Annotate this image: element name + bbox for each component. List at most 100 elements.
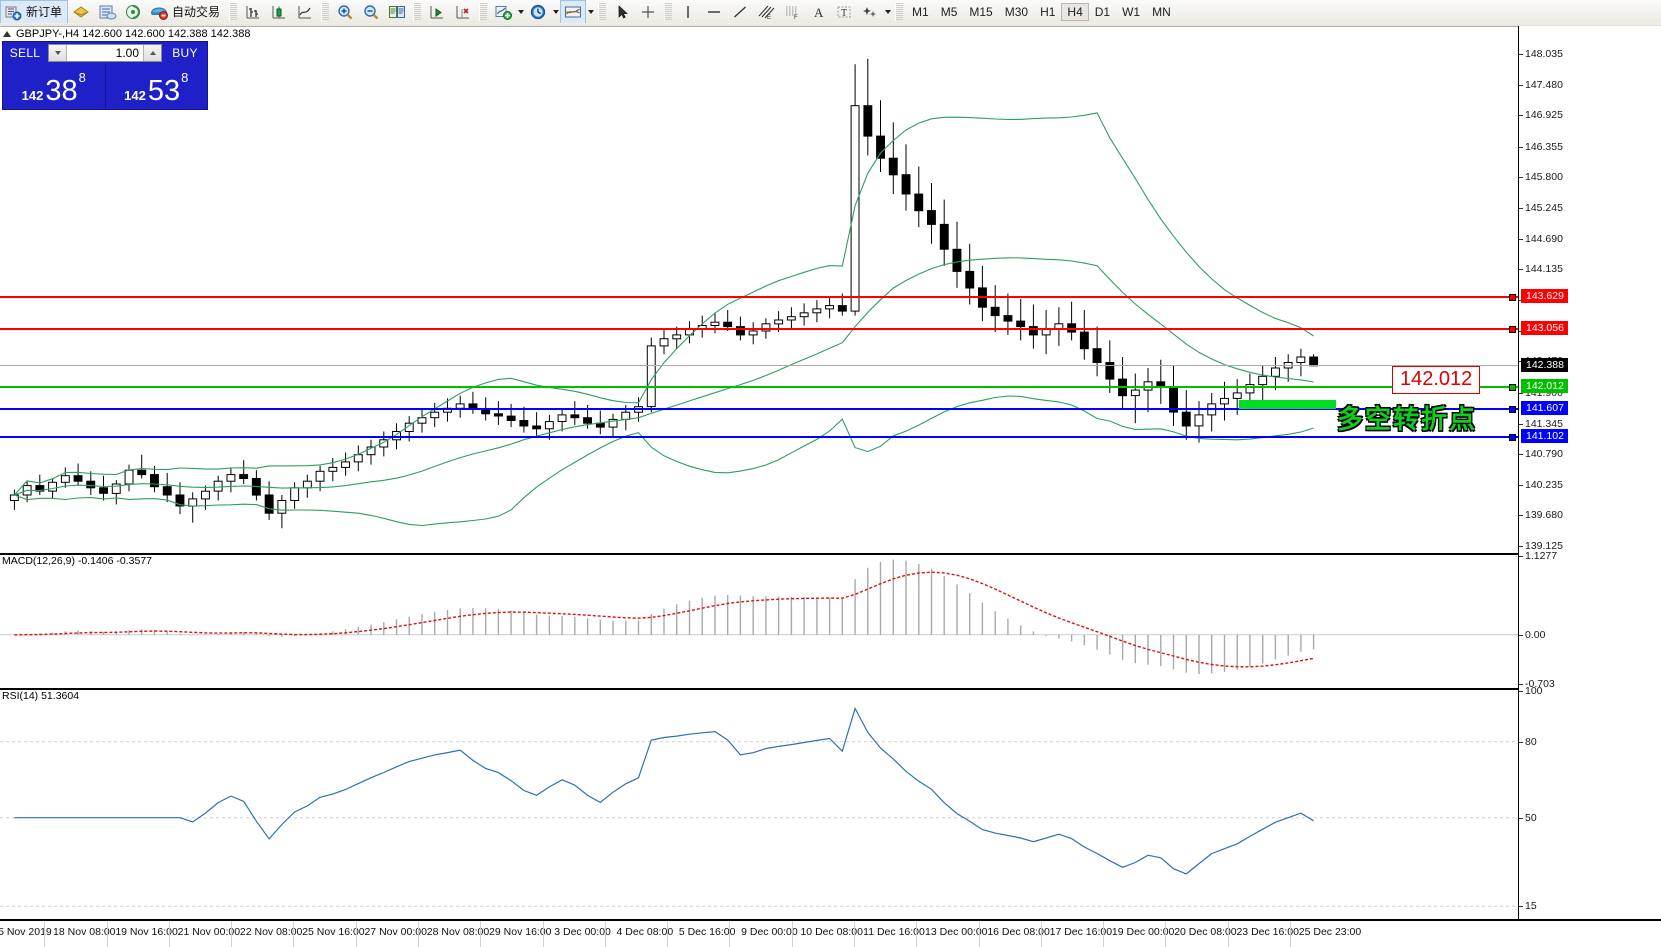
templates-dropdown-arrow[interactable]: [586, 4, 595, 20]
timeframe-m1[interactable]: M1: [912, 4, 929, 19]
pane-separator-macd: [0, 553, 1518, 555]
market-watch-button[interactable]: [94, 1, 120, 23]
timeframe-m5[interactable]: M5: [940, 4, 958, 19]
price-tick: 148.035: [1519, 48, 1563, 60]
zoom-in-button[interactable]: [332, 1, 358, 23]
one-click-trading-panel[interactable]: SELL 1.00 BUY 142 38 8 142 53 8: [2, 41, 208, 110]
macd-pane[interactable]: [0, 556, 1518, 684]
level-anchor[interactable]: [1509, 433, 1516, 441]
level-anchor[interactable]: [1509, 383, 1516, 391]
auto-scroll-button[interactable]: [450, 1, 476, 23]
macd-label: MACD(12,26,9) -0.1406 -0.3577: [2, 555, 155, 567]
text-label-button[interactable]: T: [831, 1, 857, 23]
price-tick: 140.235: [1519, 479, 1563, 491]
price-tag-support[interactable]: 142.012: [1521, 378, 1568, 393]
toolbar-separator: [895, 2, 904, 21]
level-line-143-056[interactable]: [0, 328, 1518, 331]
cursor-button[interactable]: [609, 1, 635, 23]
trendline-button[interactable]: [727, 1, 753, 23]
level-line-142-012[interactable]: [0, 385, 1518, 388]
volume-stepper[interactable]: 1.00: [48, 44, 162, 62]
rsi-tick: 50: [1519, 812, 1537, 824]
period-button[interactable]: [525, 1, 551, 23]
price-scale[interactable]: 148.035 147.480 146.925 146.355 145.800 145.2…: [1518, 26, 1661, 919]
equidistant-channel-button[interactable]: E: [753, 1, 779, 23]
pane-separator-rsi: [0, 688, 1518, 690]
templates-icon: [563, 3, 583, 21]
price-tag-support[interactable]: 141.102: [1521, 428, 1568, 443]
timeframe-h4[interactable]: H4: [1061, 2, 1089, 21]
macd-tick: 0.00: [1519, 629, 1545, 641]
timeframe-h1[interactable]: H1: [1040, 4, 1056, 19]
vertical-line-icon: [678, 3, 698, 21]
level-line-141-607[interactable]: [0, 408, 1518, 411]
new-order-icon: [3, 3, 23, 21]
time-axis-separator: [1227, 921, 1229, 947]
autotrade-button[interactable]: 自动交易: [146, 1, 226, 23]
timeframe-m15[interactable]: M15: [969, 4, 993, 19]
zoom-out-button[interactable]: [358, 1, 384, 23]
rsi-chart-svg: [0, 706, 1518, 907]
period-dropdown-arrow[interactable]: [551, 4, 560, 20]
buy-price[interactable]: 142 53 8: [106, 64, 208, 108]
svg-text:T: T: [841, 8, 847, 19]
timeframe-mn[interactable]: MN: [1152, 4, 1171, 19]
level-anchor[interactable]: [1509, 406, 1516, 414]
level-anchor[interactable]: [1509, 294, 1516, 302]
time-axis-separator: [667, 921, 669, 947]
horizontal-line-button[interactable]: [701, 1, 727, 23]
level-line-141-102[interactable]: [0, 435, 1518, 438]
price-tag-current-price[interactable]: 142.388: [1521, 357, 1568, 372]
timeframe-group[interactable]: M1 M5 M15 M30 H1 H4 D1 W1 MN: [906, 2, 1177, 21]
collapse-triangle-icon: [3, 31, 11, 37]
timeframe-m30[interactable]: M30: [1004, 4, 1029, 19]
navigator-button[interactable]: [120, 1, 146, 23]
time-axis-separator: [480, 921, 482, 947]
price-tag-resistance[interactable]: 143.629: [1521, 289, 1568, 304]
shapes-dropdown-arrow[interactable]: [883, 4, 892, 20]
price-tick: 139.680: [1519, 509, 1563, 521]
fibonacci-button[interactable]: F: [779, 1, 805, 23]
timeframe-w1[interactable]: W1: [1122, 4, 1141, 19]
level-line-143-629[interactable]: [0, 296, 1518, 299]
time-axis-label: 25 Nov 16:00: [302, 926, 365, 938]
text-button[interactable]: A: [805, 1, 831, 23]
line-chart-icon: [295, 3, 315, 21]
zoom-out-icon: [361, 3, 381, 21]
time-axis-label: 21 Nov 00:00: [177, 926, 241, 938]
market-watch-icon: [97, 3, 117, 21]
line-chart-button[interactable]: [292, 1, 318, 23]
volume-decrement-icon[interactable]: [49, 45, 67, 61]
timeframe-d1[interactable]: D1: [1094, 4, 1111, 19]
price-tag-support[interactable]: 141.607: [1521, 401, 1568, 416]
price-tick: 147.480: [1519, 79, 1563, 91]
indicators-dropdown-arrow[interactable]: [516, 4, 525, 20]
tile-windows-button[interactable]: [384, 1, 410, 23]
shift-end-button[interactable]: [424, 1, 450, 23]
vertical-line-button[interactable]: [675, 1, 701, 23]
green-zone-highlight: [1239, 400, 1336, 409]
time-axis-separator: [542, 921, 544, 947]
volume-input[interactable]: 1.00: [67, 45, 143, 61]
buy-button[interactable]: BUY: [172, 46, 198, 60]
expert-advisors-button[interactable]: [68, 1, 94, 23]
templates-button[interactable]: [560, 0, 587, 24]
level-line-142-388[interactable]: [0, 365, 1518, 367]
sell-button[interactable]: SELL: [9, 46, 41, 60]
horizontal-line-icon: [704, 3, 724, 21]
volume-increment-icon[interactable]: [143, 45, 161, 61]
candlestick-chart-button[interactable]: [266, 1, 292, 23]
zoom-in-icon: [335, 3, 355, 21]
rsi-label: RSI(14) 51.3604: [2, 690, 83, 702]
price-tag-resistance[interactable]: 143.056: [1521, 321, 1568, 336]
bar-chart-button[interactable]: [240, 1, 266, 23]
main-toolbar[interactable]: 新订单 自动交易: [0, 0, 1661, 24]
new-order-button[interactable]: 新订单: [0, 0, 69, 24]
level-anchor[interactable]: [1509, 326, 1516, 334]
rsi-pane[interactable]: [0, 691, 1518, 919]
shapes-button[interactable]: [857, 1, 883, 23]
indicators-button[interactable]: [490, 1, 516, 23]
expert-advisors-icon: [71, 3, 91, 21]
sell-price[interactable]: 142 38 8: [3, 64, 106, 108]
crosshair-button[interactable]: [635, 1, 661, 23]
